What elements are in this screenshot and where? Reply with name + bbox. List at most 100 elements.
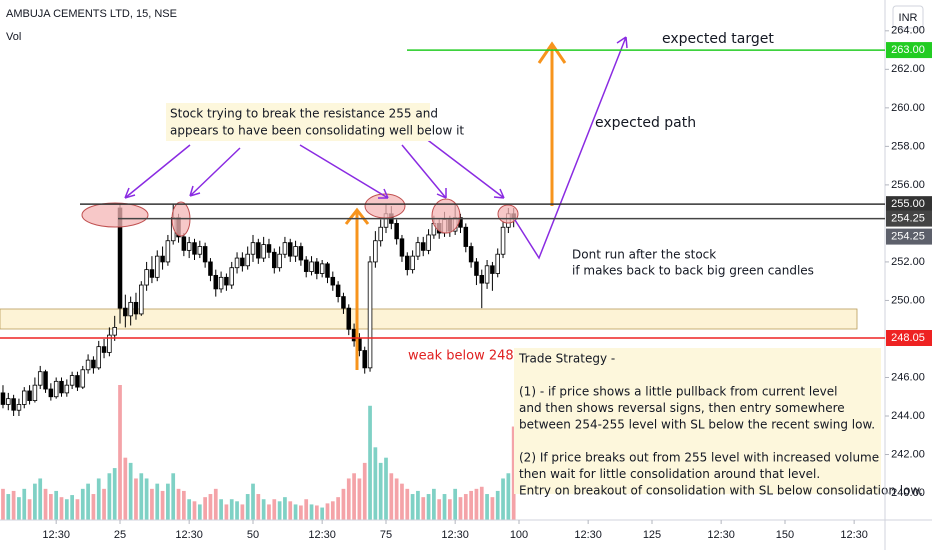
volume-bar: [277, 501, 282, 520]
price-label: 254.25: [891, 212, 925, 224]
volume-bar: [171, 473, 176, 520]
volume-bar: [421, 497, 426, 520]
volume-bar: [70, 495, 74, 520]
volume-label: Vol: [6, 31, 21, 43]
volume-bar: [463, 494, 468, 520]
volume-bar: [144, 478, 149, 520]
volume-bar: [203, 497, 207, 520]
volume-bar: [293, 504, 298, 520]
volume-bar: [166, 483, 170, 520]
candle-body: [394, 223, 399, 240]
volume-bar: [330, 501, 335, 520]
annotation-text: Dont run after the stock: [572, 248, 716, 262]
arrow: [189, 147, 241, 197]
candle-body: [27, 390, 32, 401]
volume-bar: [314, 505, 319, 520]
volume-bar: [118, 385, 122, 520]
volume-bar: [410, 494, 415, 520]
candle-body: [484, 265, 490, 284]
volume-bar: [38, 478, 43, 520]
candle-body: [0, 392, 6, 405]
volume-bar: [240, 504, 245, 520]
candle-body: [479, 275, 485, 284]
candle-body: [500, 226, 506, 255]
volume-bar: [485, 494, 489, 520]
volume-bar: [368, 405, 372, 520]
volume-bar: [224, 504, 229, 520]
arrow: [424, 137, 505, 199]
volume-bar: [261, 499, 266, 520]
volume-bar: [272, 499, 277, 520]
candle-body: [149, 269, 155, 278]
candle-body: [6, 398, 11, 405]
candle-body: [426, 234, 431, 251]
volume-bar: [469, 490, 473, 520]
x-tick-label: 12:30: [574, 529, 602, 541]
volume-bar: [267, 504, 271, 520]
candle-body: [69, 375, 75, 386]
volume-bar: [235, 501, 239, 520]
candle-body: [272, 251, 277, 269]
volume-bar: [176, 488, 181, 520]
candle-body: [43, 371, 48, 390]
arrow: [299, 144, 389, 199]
volume-bar: [511, 426, 516, 520]
candle-body: [112, 327, 117, 336]
candle-body: [468, 246, 474, 263]
candle-body: [160, 255, 165, 263]
volume-bar: [213, 488, 218, 520]
volume-bar: [229, 499, 234, 520]
candle-body: [218, 276, 224, 290]
candle-body: [53, 380, 59, 398]
price-label-box: [886, 210, 932, 227]
candle-body: [186, 242, 192, 251]
volume-bar: [304, 499, 309, 520]
last-price-label: 254.25: [891, 230, 925, 242]
volume-bar: [251, 483, 255, 520]
x-tick-label: 12:30: [441, 529, 469, 541]
candle-body: [181, 236, 187, 251]
volume-bar: [394, 478, 399, 520]
volume-bar: [27, 499, 32, 520]
candle-body: [367, 261, 373, 369]
x-tick-label: 125: [643, 529, 661, 541]
y-tick-label: 252.00: [891, 256, 925, 268]
candle-body: [240, 257, 245, 267]
volume-bar: [442, 494, 447, 520]
volume-bar: [352, 473, 356, 520]
candle-body: [293, 246, 298, 257]
volume-bar: [341, 488, 346, 520]
candle-body: [351, 328, 357, 342]
y-tick-label: 242.00: [891, 448, 925, 460]
volume-bar: [357, 478, 362, 520]
y-tick-label: 262.00: [891, 63, 925, 75]
candle-body: [287, 242, 293, 257]
candle-body: [463, 226, 469, 247]
x-tick-label: 12:30: [308, 529, 336, 541]
volume-bar: [112, 468, 117, 520]
volume-bar: [405, 488, 410, 520]
candle-body: [495, 253, 500, 274]
volume-bar: [479, 486, 484, 520]
chart-title: AMBUJA CEMENTS LTD, 15, NSE: [6, 8, 177, 20]
price-label: 255.00: [891, 198, 925, 210]
volume-bar: [160, 490, 165, 520]
volume-bar: [373, 447, 378, 520]
volume-bar: [495, 490, 500, 520]
volume-bar: [400, 483, 404, 520]
volume-bar: [283, 497, 287, 520]
arrow: [537, 41, 567, 206]
volume-bar: [96, 478, 101, 520]
x-tick-label: 25: [114, 529, 126, 541]
volume-bar: [155, 483, 160, 520]
volume-bar: [17, 497, 21, 520]
volume-bar: [91, 494, 96, 520]
y-tick-label: 256.00: [891, 179, 925, 191]
x-tick-label: 100: [510, 529, 528, 541]
volume-bar: [139, 473, 144, 520]
expected-path-arrow: [514, 36, 628, 260]
candle-body: [96, 346, 101, 369]
y-tick-label: 258.00: [891, 140, 925, 152]
strategy-line: then wait for little consolidation aroun…: [519, 467, 820, 481]
x-tick-label: 12:30: [42, 529, 70, 541]
